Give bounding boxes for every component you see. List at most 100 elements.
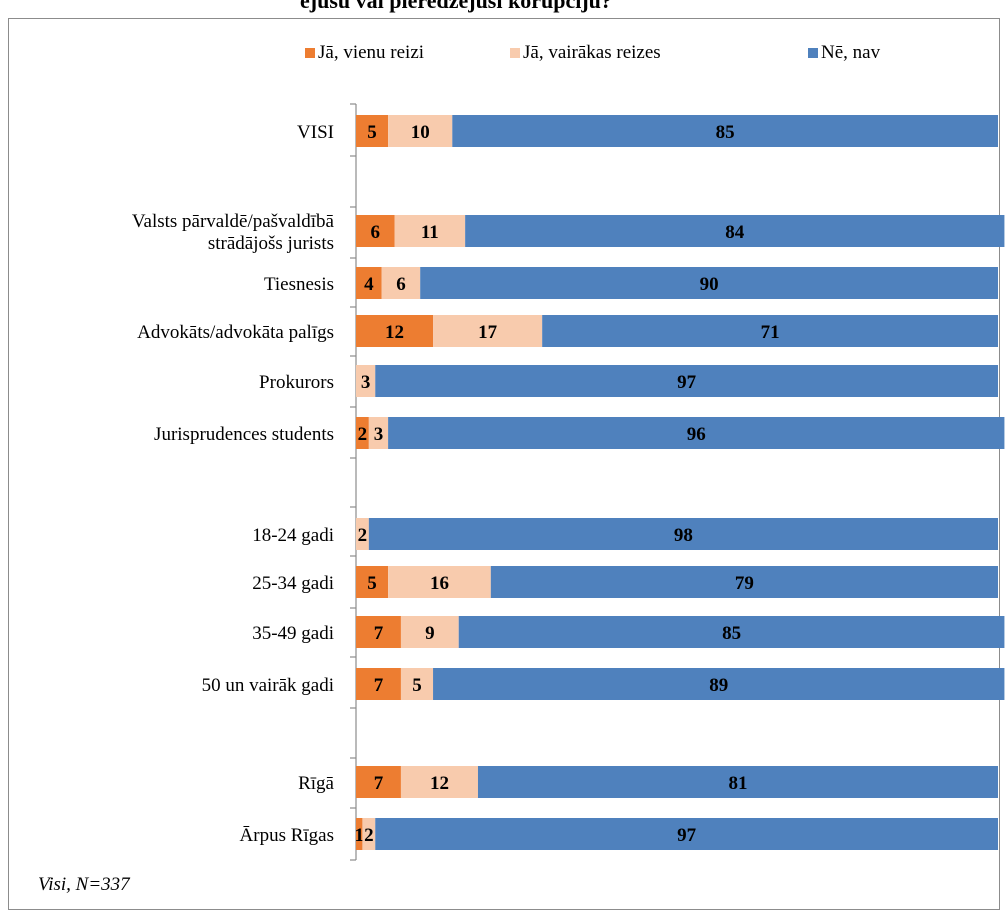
bar-segment (452, 115, 998, 147)
bar-segment (356, 518, 369, 550)
category-label-line: Prokurors (259, 372, 334, 393)
bar-segment (356, 215, 395, 247)
bar-segment (381, 267, 421, 299)
bar-segment (420, 267, 998, 299)
bar-segment (388, 566, 491, 598)
data-label: 4 (364, 274, 374, 295)
data-label: 2 (358, 525, 368, 546)
data-label: 85 (716, 122, 735, 143)
category-label: Prokurors (259, 372, 334, 393)
bar-segment (433, 668, 1005, 700)
legend-label: Jā, vairākas reizes (523, 42, 661, 63)
category-label-line: strādājošs jurists (208, 233, 334, 254)
data-label: 96 (687, 424, 706, 445)
category-label-line: 25-34 gadi (252, 573, 334, 594)
bar-segment (375, 818, 998, 850)
data-label: 7 (374, 675, 384, 696)
data-label: 6 (371, 222, 381, 243)
data-label: 90 (700, 274, 719, 295)
category-label-line: 50 un vairāk gadi (202, 675, 334, 696)
category-label-line: VISI (297, 122, 334, 143)
data-label: 6 (396, 274, 406, 295)
legend-label: Nē, nav (821, 42, 881, 63)
data-label: 5 (367, 122, 377, 143)
category-label-line: Rīgā (298, 773, 334, 794)
data-label: 7 (374, 773, 384, 794)
data-label: 97 (677, 372, 697, 393)
category-label-line: Tiesnesis (264, 274, 334, 295)
data-label: 9 (425, 623, 435, 644)
data-label: 12 (430, 773, 449, 794)
category-label: Tiesnesis (264, 274, 334, 295)
data-label: 84 (725, 222, 745, 243)
bar-segment (388, 115, 453, 147)
bar-segment (477, 766, 999, 798)
bar-segment (356, 818, 363, 850)
data-label: 2 (358, 424, 368, 445)
data-label: 97 (677, 825, 697, 846)
data-label: 2 (364, 825, 374, 846)
data-label: 89 (709, 675, 728, 696)
bar-segment (490, 566, 998, 598)
data-label: 98 (674, 525, 693, 546)
category-label-line: Advokāts/advokāta palīgs (137, 322, 334, 343)
data-label: 7 (374, 623, 384, 644)
bar-segment (542, 315, 998, 347)
data-label: 81 (728, 773, 747, 794)
category-label: 35-49 gadi (252, 623, 334, 644)
bar-segment (356, 668, 401, 700)
data-label: 17 (478, 322, 498, 343)
data-label: 5 (412, 675, 422, 696)
legend: Jā, vienu reizi Jā, vairākas reizes Nē, na… (305, 42, 881, 63)
bar-segment (368, 518, 999, 550)
bar-segment (458, 616, 1005, 648)
data-label: 71 (761, 322, 780, 343)
legend-swatch (305, 48, 315, 58)
bar-segment (356, 115, 389, 147)
bar-segment (388, 417, 1005, 449)
category-label: Ārpus Rīgas (240, 825, 334, 846)
bar-segment (356, 766, 401, 798)
category-label: 25-34 gadi (252, 573, 334, 594)
chart-title-fragment: ējušu vai pieredzējuši korupciju? (300, 0, 612, 13)
category-label: Jurisprudences students (154, 424, 334, 445)
data-label: 3 (374, 424, 384, 445)
category-label: Rīgā (298, 773, 334, 794)
bar-segment (356, 267, 382, 299)
legend-swatch (808, 48, 818, 58)
legend-swatch (510, 48, 520, 58)
data-label: 1 (354, 825, 364, 846)
category-axis: VISI Valsts pārvaldē/pašvaldībā strādājošs… (132, 103, 357, 861)
category-label: Valsts pārvaldē/pašvaldībā strādājošs jur… (132, 211, 335, 254)
bar-segment (400, 766, 478, 798)
data-label: 10 (411, 122, 430, 143)
bar-segment (465, 215, 1005, 247)
category-label: VISI (297, 122, 334, 143)
chart-frame (8, 18, 1000, 910)
category-label-line: Jurisprudences students (154, 424, 334, 445)
category-label: Advokāts/advokāta palīgs (137, 322, 334, 343)
data-label: 5 (367, 573, 377, 594)
category-label-line: Ārpus Rīgas (240, 825, 334, 846)
data-label: 11 (421, 222, 439, 243)
category-label-line: Valsts pārvaldē/pašvaldībā (132, 211, 335, 232)
footnote: Visi, N=337 (38, 874, 130, 895)
category-label-line: 35-49 gadi (252, 623, 334, 644)
category-label: 50 un vairāk gadi (202, 675, 334, 696)
bar-segment (356, 616, 401, 648)
data-label: 3 (361, 372, 371, 393)
bar-segment (356, 566, 389, 598)
data-label: 79 (735, 573, 754, 594)
bar-segment (356, 417, 369, 449)
bar-segment (362, 818, 376, 850)
category-label: 18-24 gadi (252, 525, 334, 546)
bar-segment (400, 668, 434, 700)
bar-segment (400, 616, 459, 648)
bar-segment (394, 215, 466, 247)
data-label: 16 (430, 573, 449, 594)
data-label: 85 (722, 623, 741, 644)
data-label: 12 (385, 322, 404, 343)
legend-label: Jā, vienu reizi (318, 42, 424, 63)
